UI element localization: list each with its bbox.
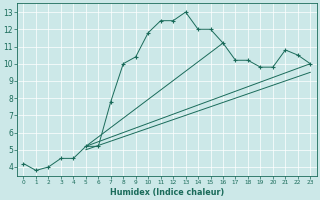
X-axis label: Humidex (Indice chaleur): Humidex (Indice chaleur) <box>110 188 224 197</box>
